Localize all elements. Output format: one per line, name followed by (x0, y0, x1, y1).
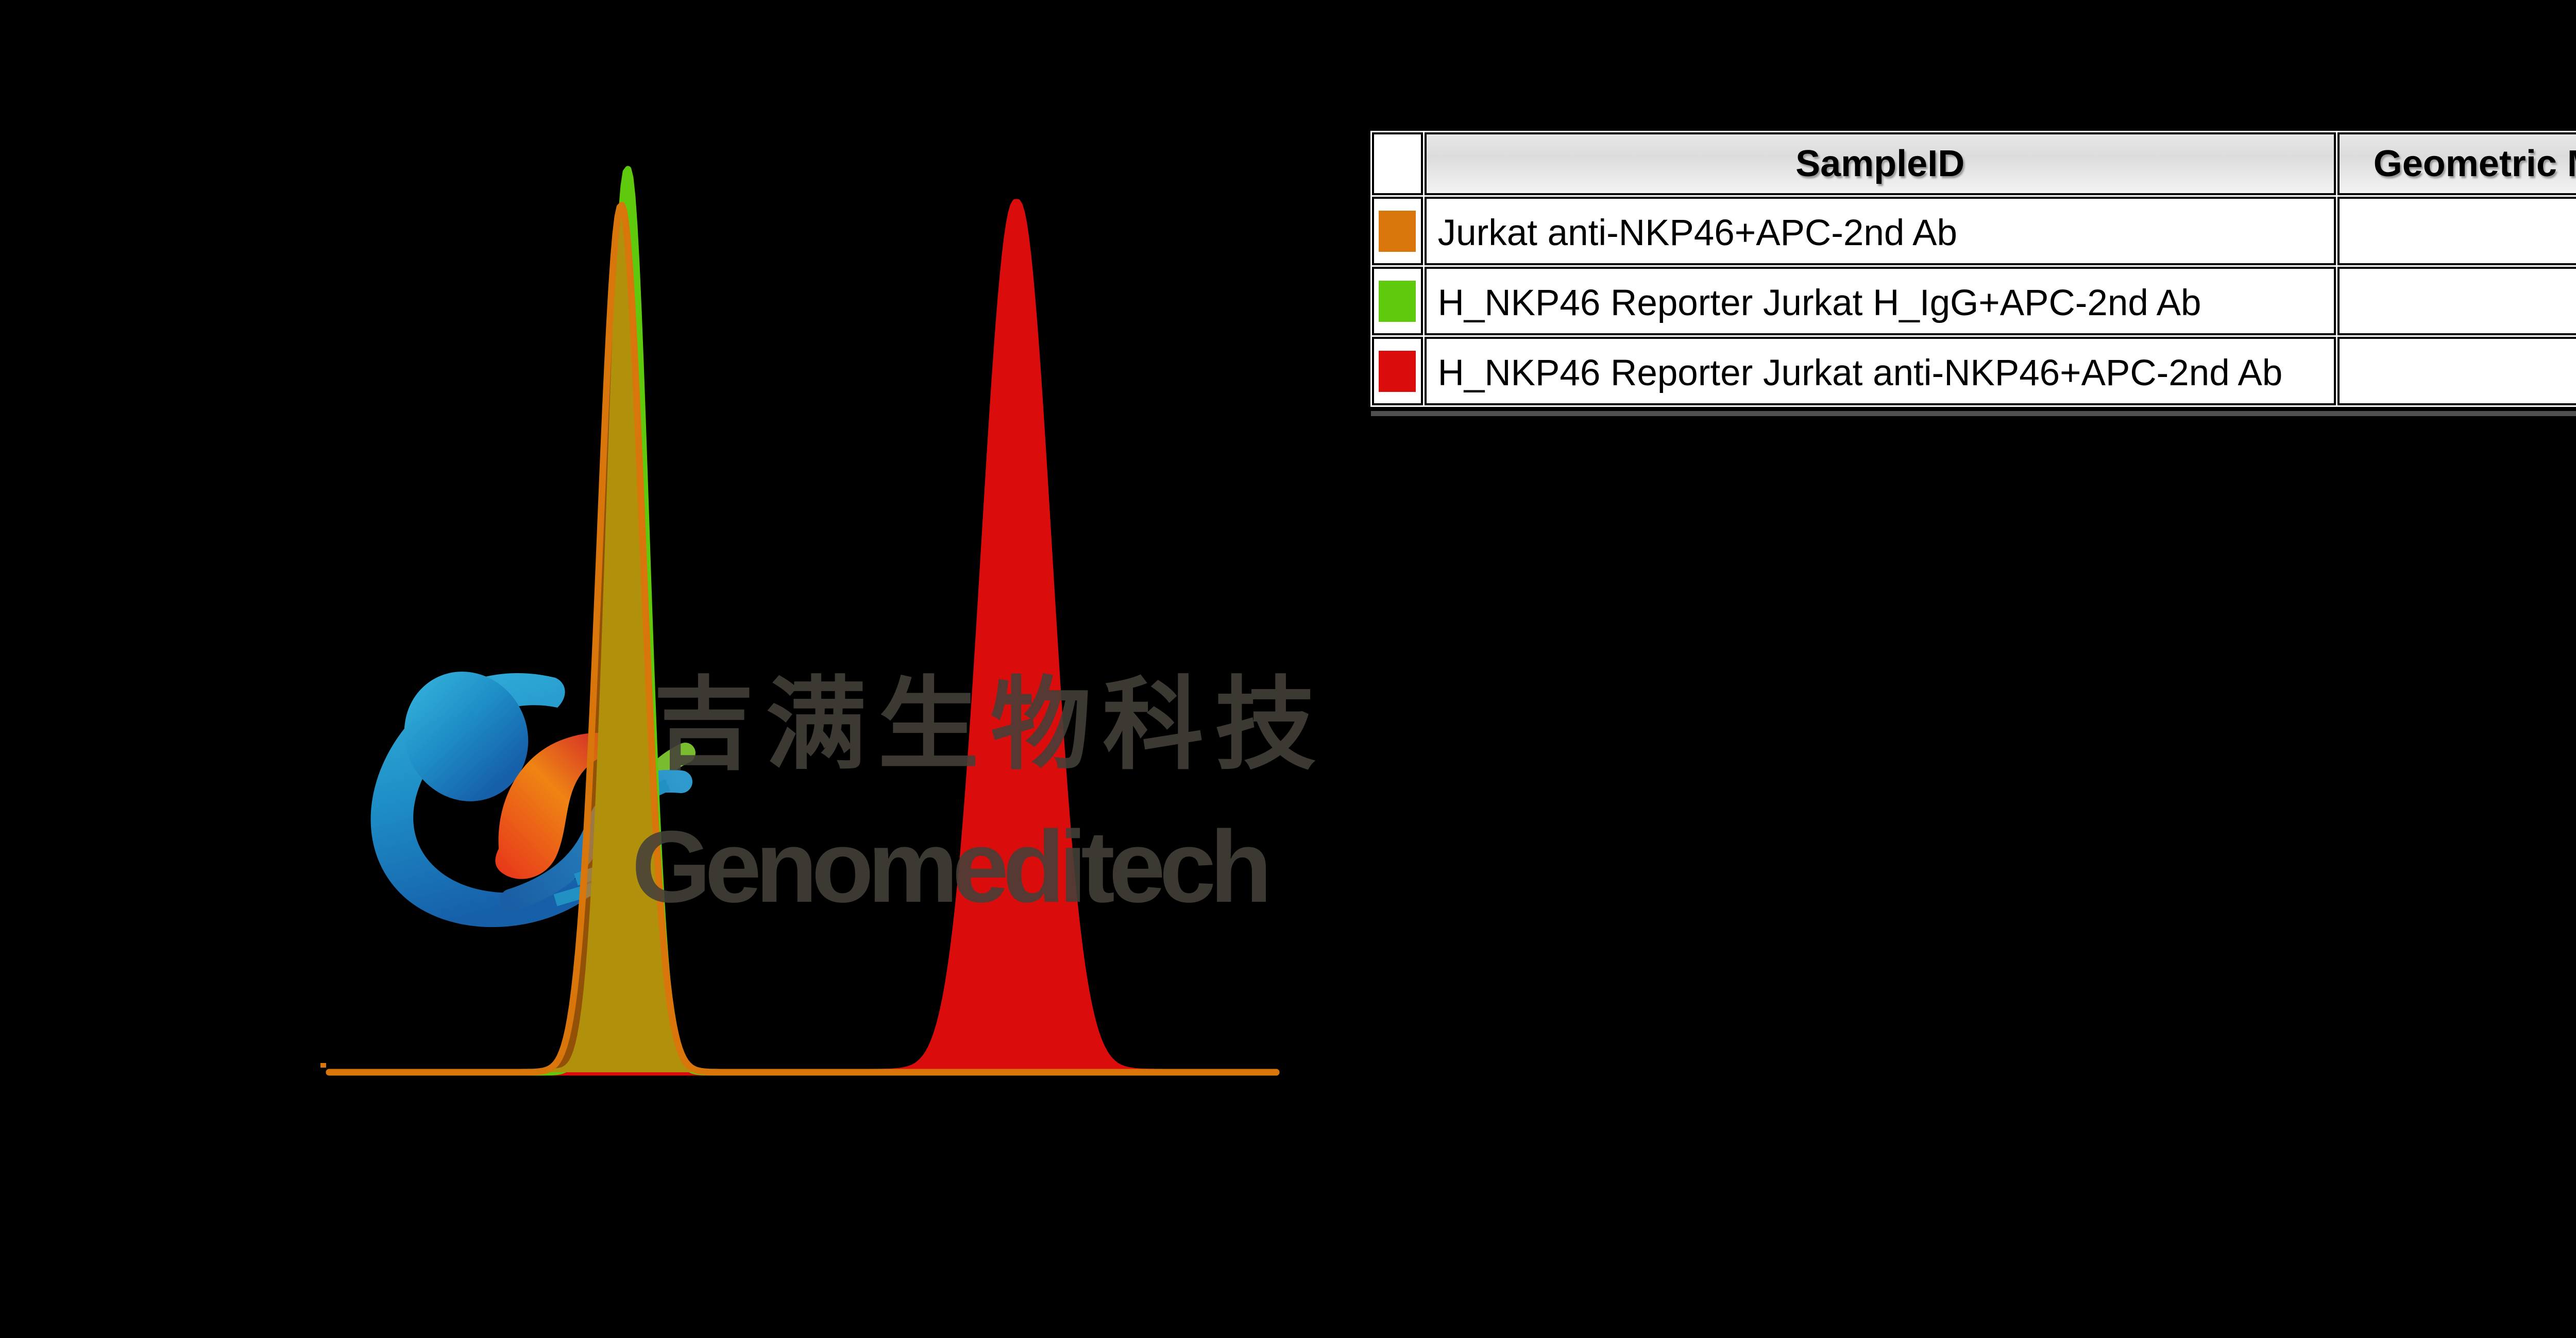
watermark-chinese-text: 吉满生物科技 (653, 668, 1328, 781)
geometric-mean-value: 370 (2337, 267, 2576, 335)
table-row: H_NKP46 Reporter Jurkat H_IgG+APC-2nd Ab… (1372, 267, 2576, 335)
header-corner-cell (1372, 132, 1423, 195)
series-color-swatch (1379, 280, 1416, 322)
geometric-mean-value: 6.09E5 (2337, 337, 2576, 405)
table-header-row: SampleID Geometric Mean : FL11-H (1372, 132, 2576, 195)
header-sampleid: SampleID (1424, 132, 2336, 195)
series-color-swatch (1379, 210, 1416, 252)
swatch-cell (1372, 267, 1423, 335)
sample-name: H_NKP46 Reporter Jurkat anti-NKP46+APC-2… (1424, 337, 2336, 405)
histogram-outline-orange (326, 202, 1280, 1076)
statistics-table: SampleID Geometric Mean : FL11-H Jurkat … (1366, 127, 2576, 411)
watermark-english-text: Genomeditech (632, 810, 1272, 923)
sample-name: H_NKP46 Reporter Jurkat H_IgG+APC-2nd Ab (1424, 267, 2336, 335)
histogram-fill-red (329, 202, 1276, 1072)
histogram-fill-orange (329, 205, 1276, 1072)
sample-name: Jurkat anti-NKP46+APC-2nd Ab (1424, 197, 2336, 265)
logo-blue-head (404, 672, 529, 801)
histogram-outline-red (326, 199, 1280, 1076)
table-row: Jurkat anti-NKP46+APC-2nd Ab 326 (1372, 197, 2576, 265)
histogram-outline-green (326, 166, 1280, 1076)
histogram-curves (326, 166, 1280, 1076)
geometric-mean-value: 326 (2337, 197, 2576, 265)
series-color-swatch (1379, 350, 1416, 392)
header-geometric-mean: Geometric Mean : FL11-H (2337, 132, 2576, 195)
swatch-cell (1372, 337, 1423, 405)
histogram-fill-green (329, 169, 1276, 1073)
swatch-cell (1372, 197, 1423, 265)
logo-red-teardrop (495, 733, 642, 879)
baseline-start-artifact (320, 1063, 326, 1068)
table-row: H_NKP46 Reporter Jurkat anti-NKP46+APC-2… (1372, 337, 2576, 405)
